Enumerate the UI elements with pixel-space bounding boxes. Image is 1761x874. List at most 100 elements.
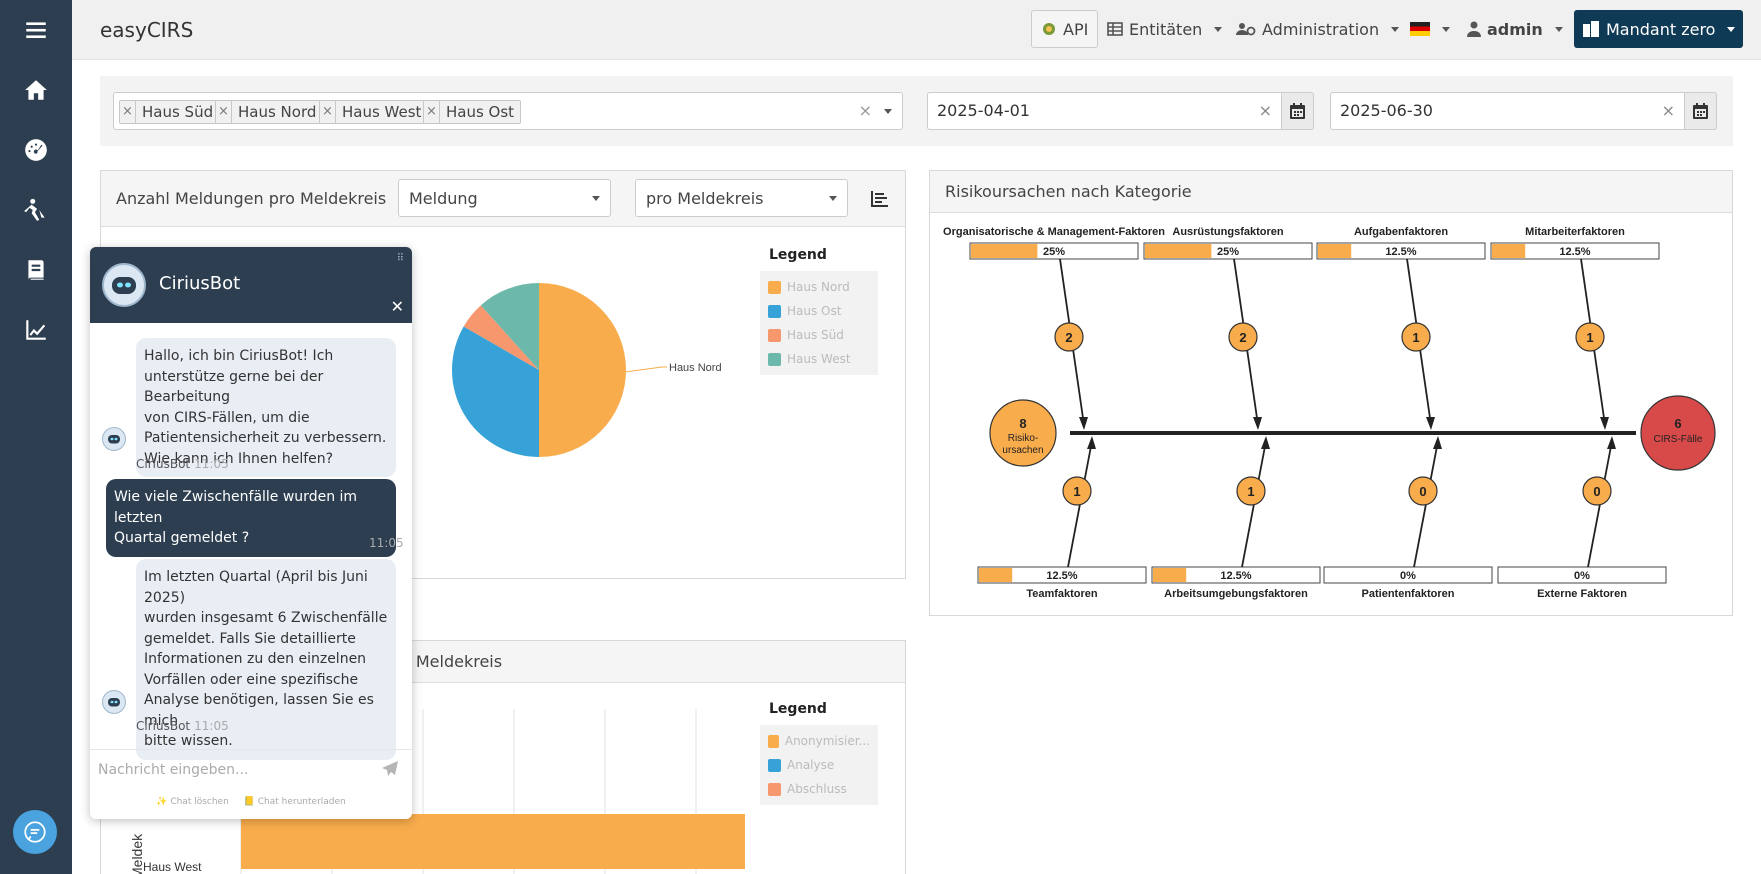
legend-item[interactable]: Anonymisier... <box>768 729 870 753</box>
legend-item[interactable]: Haus Nord <box>768 275 870 299</box>
chat-message-input[interactable] <box>98 756 368 784</box>
chevron-down-icon <box>1554 26 1563 32</box>
legend-item[interactable]: Analyse <box>768 753 870 777</box>
fishbone-arrow <box>1087 436 1096 449</box>
fishbone-percent-label: 12.5% <box>1559 246 1590 258</box>
remove-tag-icon[interactable]: × <box>120 101 136 123</box>
report-type-select[interactable]: Meldung <box>398 179 611 217</box>
administration-label: Administration <box>1262 19 1380 39</box>
date-to-calendar-button[interactable] <box>1684 92 1717 130</box>
chart-type-toggle-icon[interactable] <box>871 191 888 207</box>
message-line: unterstütze gerne bei der Bearbeitung <box>144 368 324 406</box>
table-icon <box>1107 22 1123 36</box>
remove-tag-icon[interactable]: × <box>424 101 440 123</box>
cirs-cases-total-circle[interactable] <box>1640 395 1716 471</box>
legend-swatch <box>768 352 781 366</box>
pie-slice-haus-s-d[interactable] <box>463 305 539 370</box>
bot-message: Hallo, ich bin CiriusBot! Ich unterstütze… <box>136 338 396 477</box>
close-icon[interactable]: ✕ <box>390 297 404 316</box>
bot-avatar-small <box>102 690 126 714</box>
date-to-input[interactable]: 2025-06-30 × <box>1330 92 1686 130</box>
building-icon <box>1583 21 1599 37</box>
bar-row-label: Haus West <box>143 860 202 874</box>
message-line: wurden insgesamt 6 Zwischenfälle <box>144 610 388 626</box>
clear-date-icon[interactable]: × <box>1258 101 1272 120</box>
legend-label: Haus Süd <box>787 328 844 342</box>
fishbone-arrow <box>1079 417 1088 430</box>
pie-slice-haus-nord[interactable] <box>539 283 626 457</box>
administration-menu[interactable]: Administration <box>1236 10 1400 48</box>
app-brand[interactable]: easyCIRS <box>100 18 194 42</box>
robot-icon <box>108 698 120 707</box>
fishbone-percent-box <box>1316 242 1486 260</box>
panel-header: Risikoursachen nach Kategorie <box>930 171 1732 213</box>
api-button[interactable]: API <box>1031 10 1099 48</box>
panel-title: Anzahl Meldungen pro Meldekreis <box>116 189 387 208</box>
fishbone-count-circle[interactable] <box>1582 476 1612 506</box>
remove-tag-icon[interactable]: × <box>216 101 232 123</box>
fishbone-count-circle[interactable] <box>1575 322 1605 352</box>
user-menu[interactable]: admin <box>1467 10 1563 48</box>
tag-label: Haus Süd <box>142 103 214 121</box>
fishbone-count-circle[interactable] <box>1062 476 1092 506</box>
legend-item[interactable]: Haus Ost <box>768 299 870 323</box>
chevron-down-icon[interactable] <box>884 109 892 114</box>
sidebar-item-statistics[interactable] <box>0 306 72 354</box>
fishbone-category-label: Mitarbeiterfaktoren <box>1525 226 1625 238</box>
clear-date-icon[interactable]: × <box>1661 101 1675 120</box>
legend-item[interactable]: Haus West <box>768 347 870 371</box>
remove-tag-icon[interactable]: × <box>320 101 336 123</box>
message-line: Vorfällen oder eine spezifische <box>144 671 359 688</box>
message-line: von CIRS-Fällen, um die <box>144 409 310 426</box>
language-menu[interactable] <box>1410 10 1450 48</box>
fishbone-count-circle[interactable] <box>1228 322 1258 352</box>
fishbone-count-circle[interactable] <box>1054 322 1084 352</box>
fishbone-count-circle[interactable] <box>1236 476 1266 506</box>
pie-slice-haus-west[interactable] <box>480 283 539 370</box>
home-icon <box>25 80 47 100</box>
tag-haus-west: × Haus West <box>319 100 429 124</box>
pie-label-haus-nord: Haus Nord <box>669 362 722 374</box>
fishbone-arrow <box>1600 417 1609 430</box>
download-chat-button[interactable]: 📒 Chat herunterladen <box>243 797 346 807</box>
sidebar-item-incidents[interactable] <box>0 186 72 234</box>
fishbone-count-circle[interactable] <box>1408 476 1438 506</box>
sidebar <box>0 0 72 874</box>
panel-header: Anzahl Meldungen pro Meldekreis Meldung … <box>101 171 905 227</box>
sidebar-item-home[interactable] <box>0 66 72 114</box>
grouping-value: pro Meldekreis <box>646 189 764 208</box>
legend-swatch <box>768 758 781 772</box>
entities-menu[interactable]: Entitäten <box>1107 10 1223 48</box>
department-multiselect[interactable]: × Haus Süd × Haus Nord × Haus West × Haus Os… <box>113 92 903 130</box>
grouping-select[interactable]: pro Meldekreis <box>635 179 848 217</box>
legend-item[interactable]: Haus Süd <box>768 323 870 347</box>
menu-toggle-button[interactable] <box>0 6 72 54</box>
clear-chat-button[interactable]: ✨ Chat löschen <box>156 797 229 807</box>
fishbone-percent-label: 25% <box>1217 246 1239 258</box>
pie-slice-haus-ost[interactable] <box>451 326 539 458</box>
message-line: Hallo, ich bin CiriusBot! Ich <box>144 348 334 364</box>
bar-segment[interactable] <box>241 814 745 869</box>
bar-chart: Haus West Meldek <box>129 709 745 874</box>
clear-all-icon[interactable]: × <box>858 101 872 120</box>
chat-launcher-button[interactable] <box>13 810 57 854</box>
legend-item[interactable]: Abschluss <box>768 777 870 801</box>
chat-input-area <box>90 749 412 789</box>
fishbone-arrow <box>1426 417 1435 430</box>
fishbone-count-circle[interactable] <box>1401 322 1431 352</box>
legend-title: Legend <box>769 247 827 263</box>
api-icon <box>1043 23 1055 35</box>
fishbone-category-label: Patientenfaktoren <box>1362 588 1455 600</box>
fishbone-count-label: 2 <box>1065 330 1072 345</box>
tenant-menu[interactable]: Mandant zero <box>1574 10 1744 48</box>
drag-handle-icon[interactable]: ⠿ <box>396 253 404 264</box>
date-from-input[interactable]: 2025-04-01 × <box>927 92 1283 130</box>
send-icon[interactable] <box>382 761 398 777</box>
sidebar-item-documents[interactable] <box>0 246 72 294</box>
sidebar-item-dashboard[interactable] <box>0 126 72 174</box>
robot-icon <box>112 277 136 294</box>
date-from-calendar-button[interactable] <box>1281 92 1314 130</box>
calendar-icon <box>1290 103 1305 119</box>
risk-causes-total-circle[interactable] <box>989 399 1057 467</box>
flag-de-icon <box>1410 22 1430 36</box>
